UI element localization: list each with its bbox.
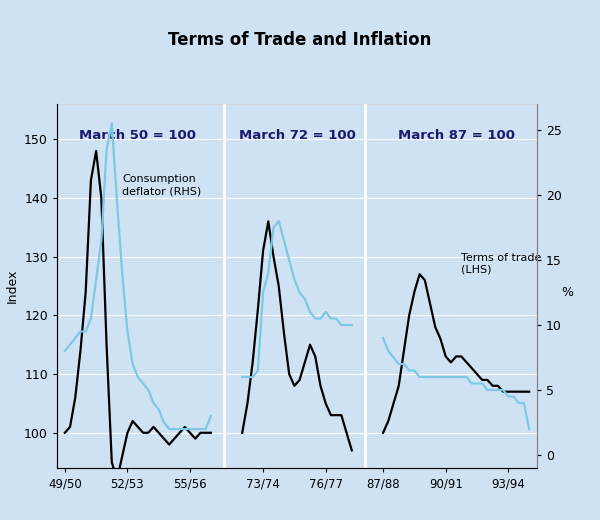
Text: Terms of Trade and Inflation: Terms of Trade and Inflation — [169, 31, 431, 49]
Y-axis label: %: % — [562, 286, 574, 299]
Text: March 87 = 100: March 87 = 100 — [398, 129, 515, 142]
Text: March 50 = 100: March 50 = 100 — [79, 129, 196, 142]
Y-axis label: Index: Index — [5, 269, 19, 303]
Text: Terms of trade
(LHS): Terms of trade (LHS) — [461, 253, 542, 274]
Text: Consumption
deflator (RHS): Consumption deflator (RHS) — [122, 174, 202, 196]
Text: March 72 = 100: March 72 = 100 — [239, 129, 355, 142]
